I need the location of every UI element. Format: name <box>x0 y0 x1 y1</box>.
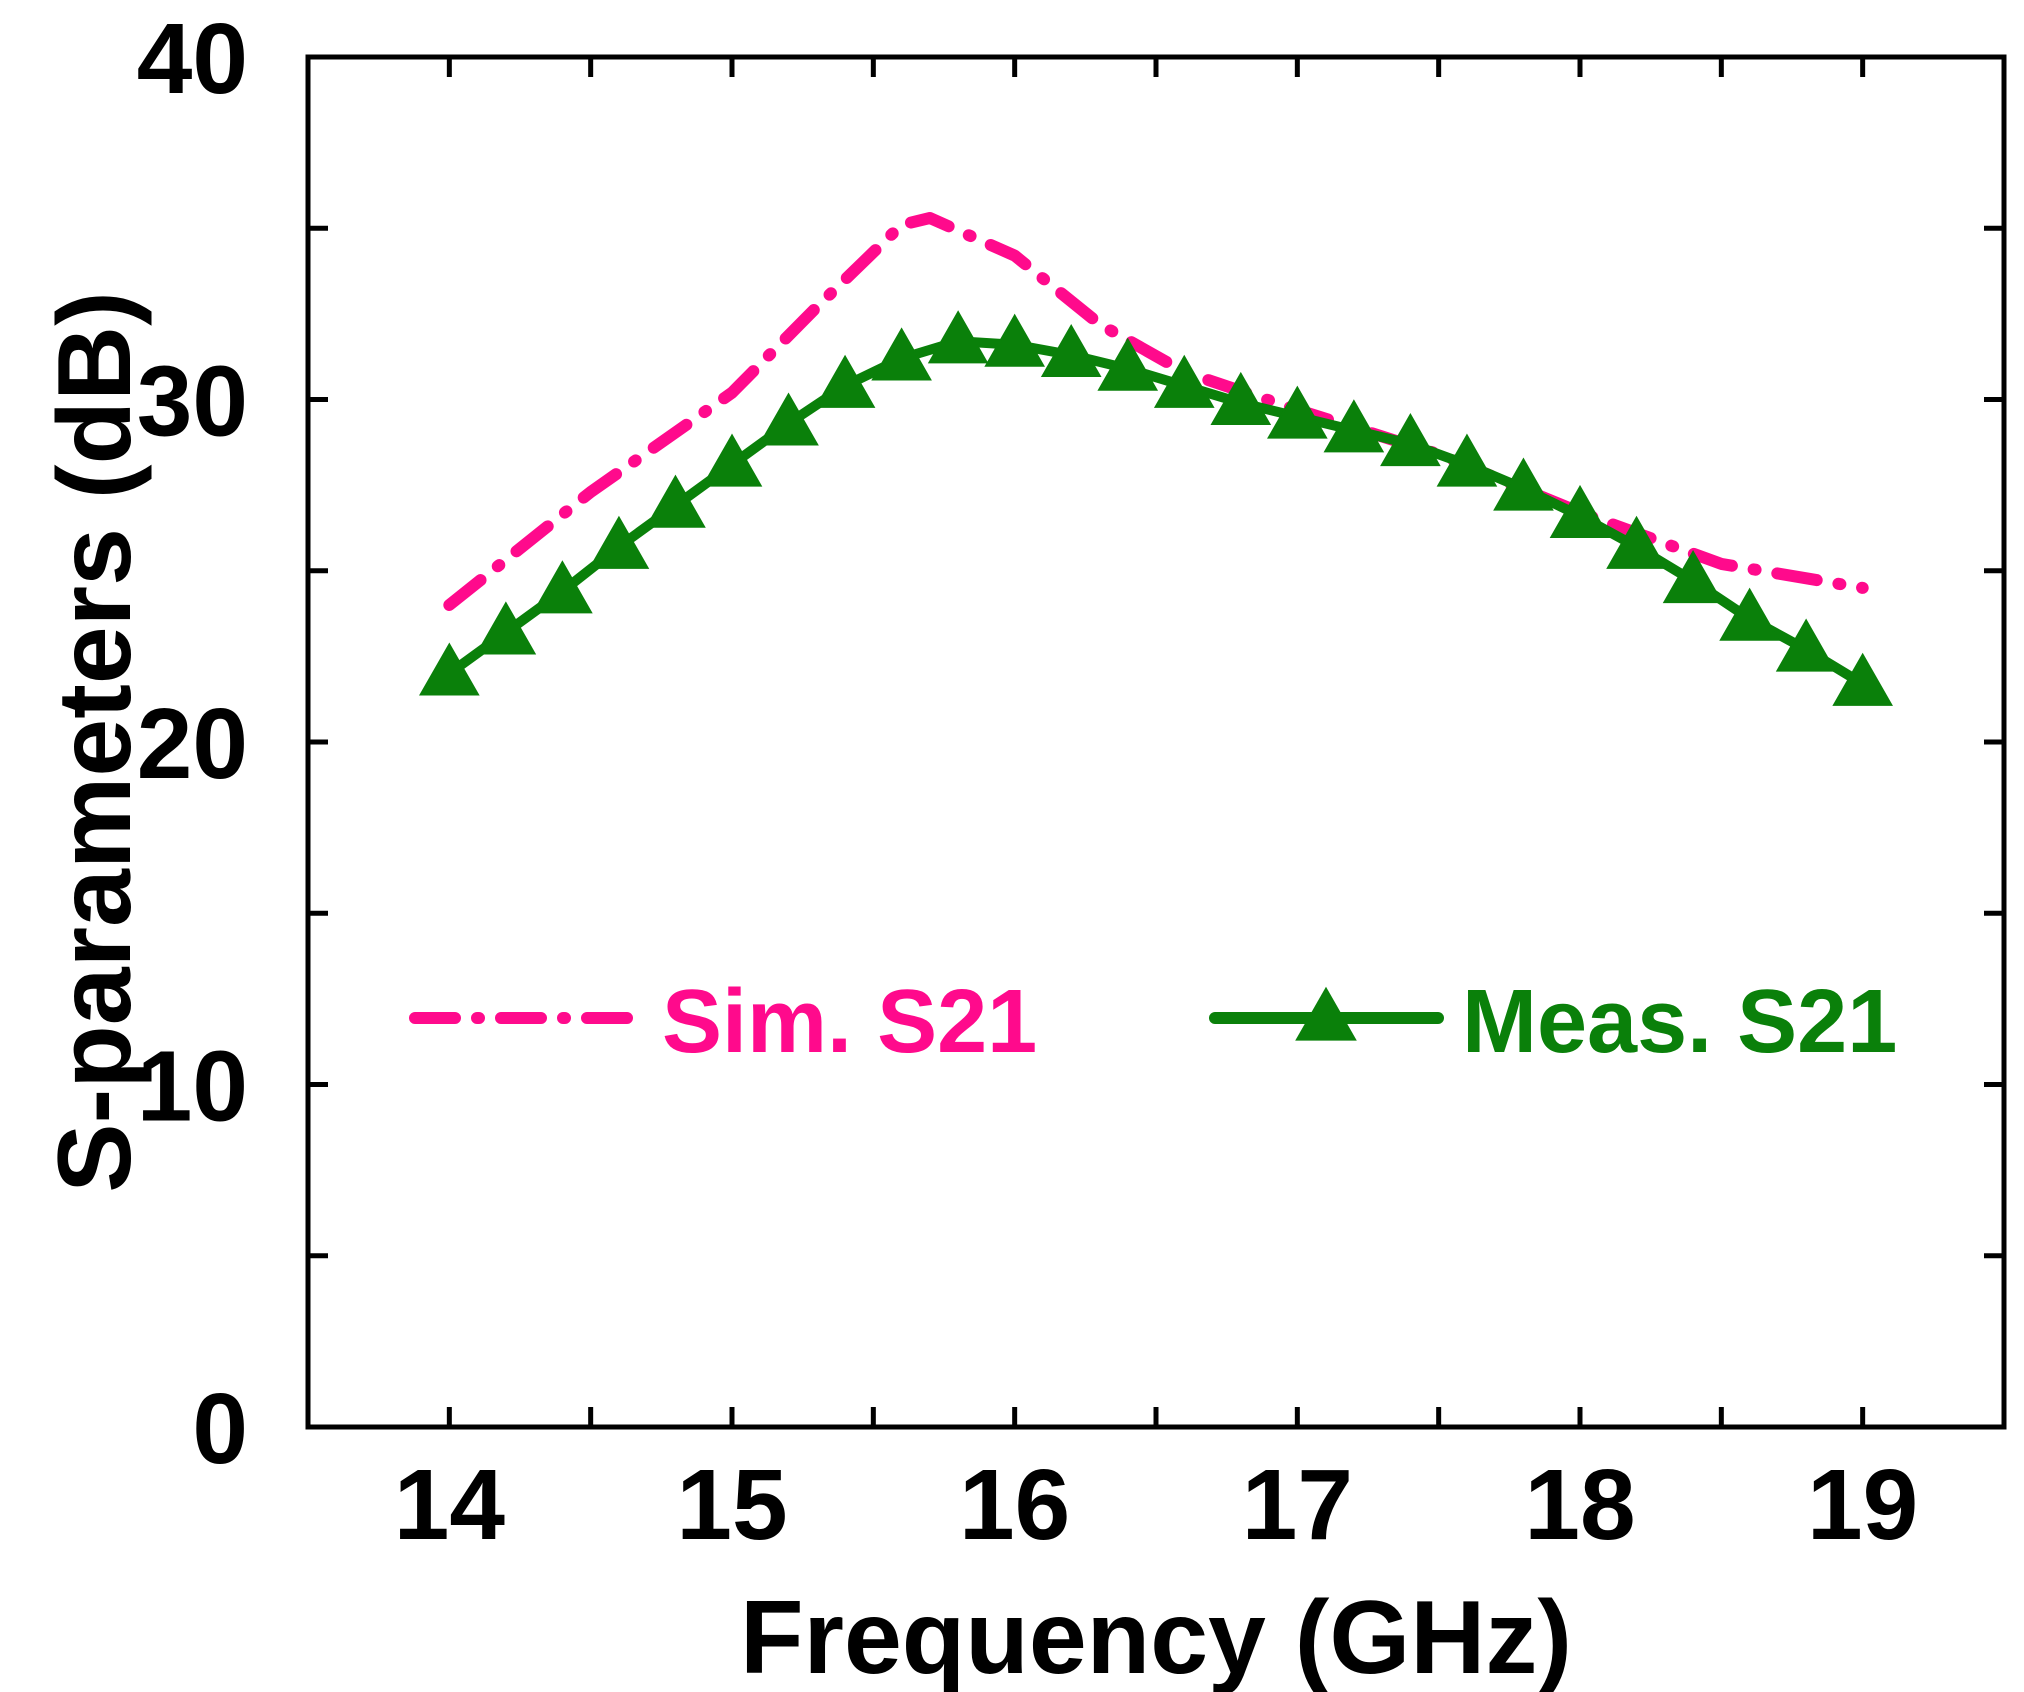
meas-s21-marker <box>871 327 932 381</box>
meas-s21-marker <box>1606 515 1667 569</box>
x-tick-label: 14 <box>394 1449 506 1561</box>
y-tick-label: 10 <box>137 1031 248 1143</box>
legend-sim-label: Sim. S21 <box>662 972 1037 1072</box>
meas-s21-marker <box>1153 354 1215 408</box>
meas-s21-marker <box>1040 323 1102 378</box>
meas-s21-marker <box>1267 385 1328 439</box>
meas-s21-marker <box>1436 433 1498 487</box>
legend-meas-marker <box>1295 986 1357 1041</box>
meas-s21-marker <box>1549 484 1611 539</box>
axis-ticks <box>308 54 2004 1430</box>
legend-meas-label: Meas. S21 <box>1462 972 1897 1072</box>
plot-frame <box>305 54 2007 1430</box>
meas-s21-marker <box>1380 412 1441 467</box>
meas-s21-marker <box>1210 371 1272 425</box>
y-tick-label: 20 <box>137 688 248 800</box>
y-tick-label: 0 <box>192 1373 248 1485</box>
x-tick-label: 17 <box>1242 1449 1353 1561</box>
meas-s21-marker <box>1097 337 1159 391</box>
meas-s21-marker <box>1662 549 1724 604</box>
meas-s21-marker <box>814 354 876 408</box>
x-tick-label: 19 <box>1807 1449 1918 1561</box>
y-axis-title: S-parameters (dB) <box>37 291 153 1193</box>
meas-s21-marker <box>1323 399 1385 453</box>
x-tick-label: 15 <box>676 1449 787 1561</box>
meas-s21-marker <box>1493 457 1554 511</box>
meas-s21-marker <box>419 642 480 696</box>
x-tick-label: 18 <box>1524 1449 1635 1561</box>
meas-s21-marker <box>1719 587 1780 641</box>
meas-s21-marker <box>1775 618 1837 672</box>
meas-s21-marker <box>758 392 819 446</box>
meas-s21-marker <box>475 601 537 655</box>
x-axis-title: Frequency (GHz) <box>740 1580 1572 1692</box>
series-layer <box>419 212 1893 706</box>
meas-s21-marker <box>645 474 706 528</box>
y-tick-label: 40 <box>137 3 248 115</box>
meas-s21-marker <box>1832 652 1893 706</box>
meas-s21-marker <box>701 433 763 487</box>
x-tick-label: 16 <box>959 1449 1070 1561</box>
tick-labels: 14 15 16 17 18 19 0 10 20 30 40 <box>137 3 1919 1561</box>
meas-s21-marker <box>532 560 593 614</box>
y-tick-label: 30 <box>137 346 248 458</box>
legend: Sim. S21 Meas. S21 <box>409 972 1897 1072</box>
meas-s21-marker <box>927 310 989 364</box>
meas-s21-marker <box>984 313 1045 367</box>
meas-s21-marker <box>588 515 650 569</box>
